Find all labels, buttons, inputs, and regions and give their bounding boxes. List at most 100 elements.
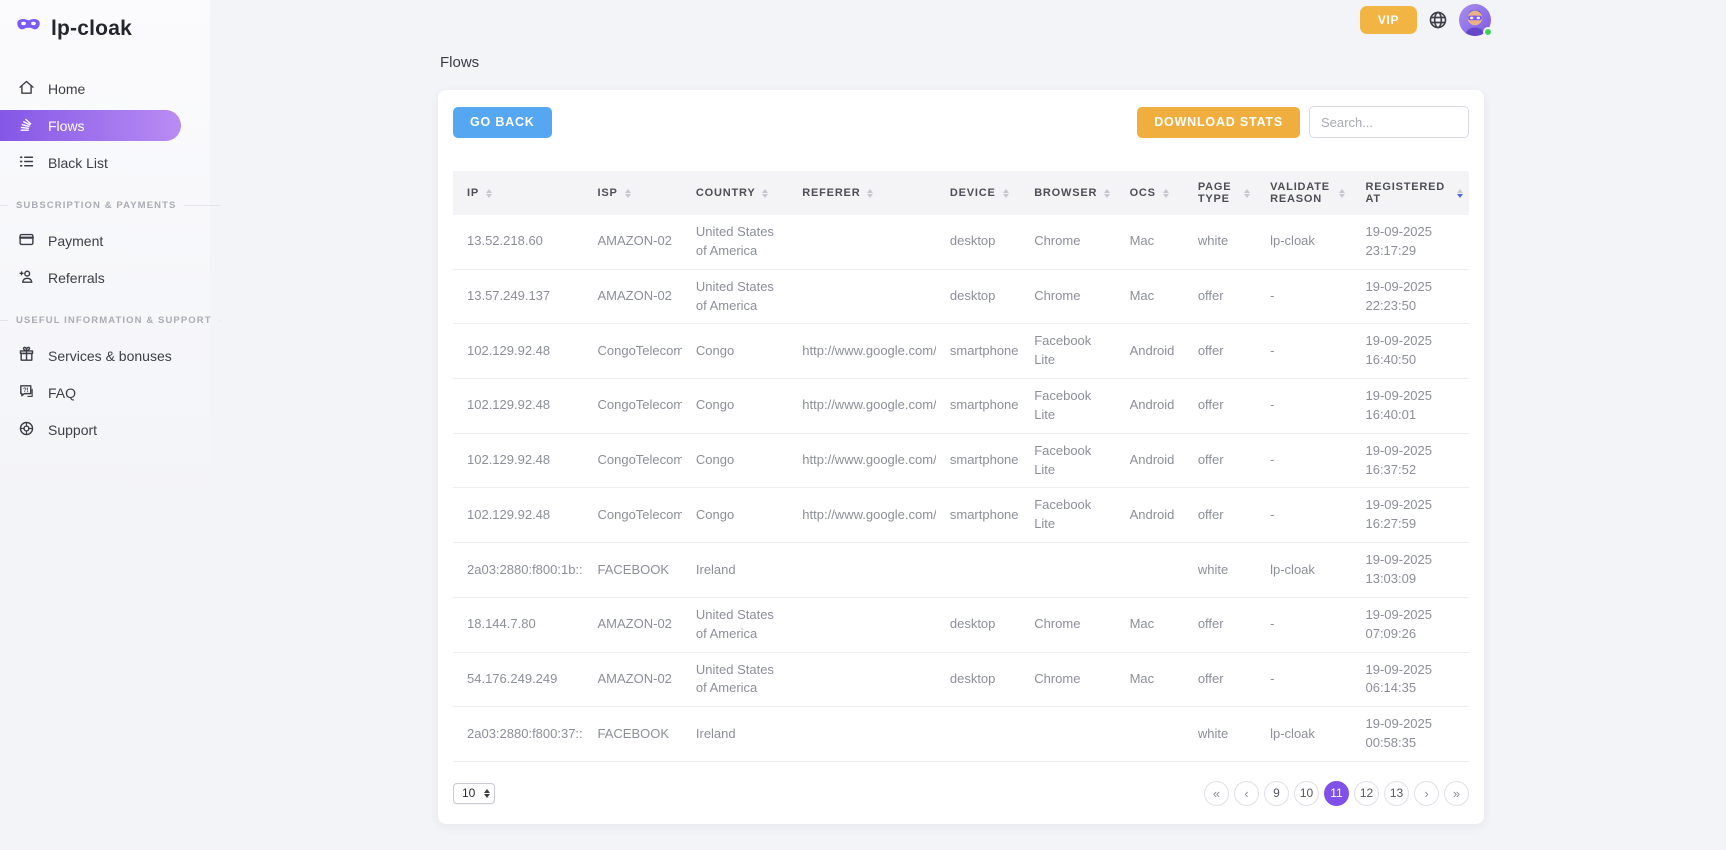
sort-icon[interactable] bbox=[1244, 188, 1251, 198]
cell-registered_at: 19-09-2025 16:40:50 bbox=[1351, 323, 1469, 380]
pagination-first-button[interactable]: « bbox=[1204, 780, 1229, 806]
cell-referer: http://www.google.com/ bbox=[788, 323, 936, 380]
search-input[interactable] bbox=[1309, 106, 1469, 138]
sidebar-item-payment[interactable]: Payment bbox=[0, 225, 210, 256]
cell-country: Congo bbox=[681, 487, 789, 544]
cell-country: Ireland bbox=[681, 706, 789, 762]
column-header-device[interactable]: DEVICE bbox=[936, 171, 1020, 215]
column-header-page_type[interactable]: PAGE TYPE bbox=[1184, 171, 1256, 215]
cell-validate_reason: lp-cloak bbox=[1256, 542, 1352, 598]
cell-isp: AMAZON-02 bbox=[583, 215, 682, 270]
sidebar-item-support[interactable]: Support bbox=[0, 414, 210, 445]
cell-referer bbox=[788, 269, 936, 325]
toolbar: GO BACK DOWNLOAD STATS bbox=[453, 106, 1469, 138]
cell-page_type: offer bbox=[1183, 378, 1257, 434]
cell-registered_at: 19-09-2025 16:40:01 bbox=[1351, 378, 1469, 434]
cell-referer: http://www.google.com/ bbox=[788, 433, 936, 489]
cell-ip: 102.129.92.48 bbox=[453, 378, 584, 434]
cell-ocs: Android bbox=[1115, 378, 1184, 434]
cell-ip: 13.52.218.60 bbox=[453, 215, 584, 270]
pagination-prev-button[interactable]: ‹ bbox=[1234, 780, 1259, 806]
sidebar-item-flows[interactable]: Flows bbox=[0, 110, 181, 141]
cell-isp: CongoTelecom bbox=[583, 487, 682, 544]
cell-referer: http://www.google.com/ bbox=[788, 378, 936, 434]
sort-icon[interactable] bbox=[1104, 188, 1111, 198]
globe-icon[interactable] bbox=[1428, 10, 1448, 30]
cell-referer bbox=[788, 652, 936, 708]
column-header-isp[interactable]: ISP bbox=[584, 171, 682, 215]
sort-icon[interactable] bbox=[762, 188, 769, 198]
page-size-select[interactable]: 10 bbox=[453, 782, 495, 804]
avatar[interactable] bbox=[1459, 4, 1493, 37]
cell-page_type: offer bbox=[1183, 433, 1257, 489]
cell-validate_reason: lp-cloak bbox=[1256, 706, 1352, 762]
column-header-ip[interactable]: IP bbox=[453, 171, 584, 215]
sidebar-item-referrals[interactable]: Referrals bbox=[0, 262, 210, 293]
cell-validate_reason: - bbox=[1256, 378, 1352, 434]
column-header-ocs[interactable]: OCS bbox=[1116, 171, 1184, 215]
cell-device: smartphone bbox=[935, 487, 1021, 544]
sidebar-item-label: Black List bbox=[48, 154, 108, 171]
cell-isp: CongoTelecom bbox=[583, 378, 682, 434]
pagination-page-9[interactable]: 9 bbox=[1264, 780, 1289, 806]
cell-validate_reason: - bbox=[1256, 433, 1352, 489]
cell-ocs bbox=[1115, 706, 1184, 762]
sidebar-section-label: SUBSCRIPTION & PAYMENTS bbox=[0, 200, 220, 211]
home-icon bbox=[18, 79, 35, 99]
cell-browser: Chrome bbox=[1020, 269, 1116, 325]
pagination-last-button[interactable]: » bbox=[1444, 780, 1469, 806]
blacklist-icon bbox=[18, 153, 35, 173]
sort-icon[interactable] bbox=[486, 188, 492, 198]
pagination-page-13[interactable]: 13 bbox=[1384, 780, 1409, 806]
column-header-browser[interactable]: BROWSER bbox=[1020, 171, 1115, 215]
column-header-validate_reason[interactable]: VALIDATE REASON bbox=[1256, 171, 1351, 215]
cell-ip: 54.176.249.249 bbox=[453, 652, 584, 708]
cell-device: desktop bbox=[935, 597, 1021, 653]
column-header-registered_at[interactable]: REGISTERED AT bbox=[1351, 171, 1469, 215]
column-header-referer[interactable]: REFERER bbox=[788, 171, 936, 215]
table-row: 54.176.249.249 AMAZON-02 United States of … bbox=[453, 652, 1469, 708]
cell-browser: Chrome bbox=[1020, 215, 1116, 270]
pagination-next-button[interactable]: › bbox=[1414, 780, 1439, 806]
sidebar-item-services-bonuses[interactable]: Services & bonuses bbox=[0, 340, 210, 371]
cell-ocs: Android bbox=[1115, 433, 1184, 489]
sort-icon[interactable] bbox=[1339, 188, 1346, 198]
sidebar-item-label: Flows bbox=[48, 117, 85, 134]
sort-icon[interactable] bbox=[867, 188, 874, 198]
go-back-button[interactable]: GO BACK bbox=[453, 106, 552, 138]
download-stats-button[interactable]: DOWNLOAD STATS bbox=[1137, 106, 1300, 138]
cell-validate_reason: - bbox=[1256, 269, 1352, 325]
pagination-page-12[interactable]: 12 bbox=[1354, 780, 1379, 806]
cell-referer bbox=[788, 215, 936, 270]
sidebar-item-home[interactable]: Home bbox=[0, 73, 210, 104]
sidebar-item-label: Payment bbox=[48, 232, 104, 249]
cell-ip: 18.144.7.80 bbox=[453, 597, 584, 653]
sidebar-item-black-list[interactable]: Black List bbox=[0, 147, 210, 178]
sort-icon[interactable] bbox=[1162, 188, 1169, 198]
mask-icon bbox=[15, 13, 42, 45]
cell-referer: http://www.google.com/ bbox=[788, 487, 936, 544]
cell-isp: FACEBOOK bbox=[583, 706, 682, 762]
vip-button[interactable]: VIP bbox=[1360, 6, 1417, 34]
sort-icon[interactable] bbox=[1457, 188, 1463, 198]
pagination-page-11[interactable]: 11 bbox=[1324, 780, 1349, 806]
cell-ip: 102.129.92.48 bbox=[453, 433, 584, 489]
sidebar-item-label: FAQ bbox=[48, 384, 77, 401]
table-row: 102.129.92.48 CongoTelecom Congo http://www… bbox=[453, 378, 1469, 434]
cell-country: United States of America bbox=[681, 597, 789, 653]
column-header-country[interactable]: COUNTRY bbox=[682, 171, 788, 215]
sort-icon[interactable] bbox=[624, 188, 631, 198]
brand-logo[interactable]: lp-cloak bbox=[0, 0, 210, 45]
cell-ip: 13.57.249.137 bbox=[453, 269, 584, 325]
sidebar-item-faq[interactable]: ?! FAQ bbox=[0, 377, 210, 408]
cell-registered_at: 19-09-2025 13:03:09 bbox=[1351, 542, 1469, 598]
cell-browser: Chrome bbox=[1020, 597, 1116, 653]
pagination-page-10[interactable]: 10 bbox=[1294, 780, 1319, 806]
cell-ocs bbox=[1115, 542, 1184, 598]
cell-isp: CongoTelecom bbox=[583, 433, 682, 489]
cell-validate_reason: - bbox=[1256, 597, 1352, 653]
cell-device: smartphone bbox=[935, 378, 1021, 434]
cell-page_type: white bbox=[1183, 542, 1257, 598]
cell-ocs: Mac bbox=[1115, 597, 1184, 653]
sort-icon[interactable] bbox=[1002, 188, 1009, 198]
